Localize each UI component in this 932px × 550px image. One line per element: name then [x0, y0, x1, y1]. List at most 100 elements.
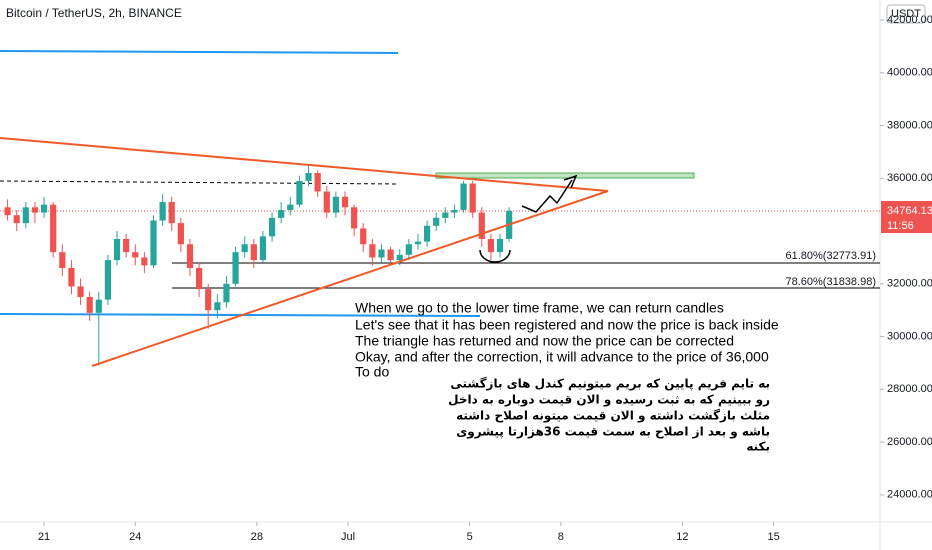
candle-body: [50, 204, 57, 253]
last-price-box: [881, 201, 932, 233]
last-price-label: 34764.13: [887, 205, 932, 217]
candle-body: [423, 225, 431, 242]
candle-body: [323, 191, 330, 213]
candle-body: [305, 173, 312, 181]
x-tick-label: 24: [129, 531, 141, 543]
candle-body: [378, 249, 385, 258]
candle-body: [22, 207, 29, 224]
y-tick-label: 28000.00: [887, 383, 932, 395]
note-line: بکنه: [746, 440, 770, 454]
candle-body: [223, 283, 230, 303]
candle-body: [351, 207, 358, 229]
candle-body: [287, 204, 294, 210]
x-tick-label: 12: [676, 531, 688, 543]
countdown-label: 11:56: [887, 220, 914, 232]
candle-body: [159, 202, 166, 221]
candle-body: [496, 238, 504, 253]
y-tick-label: 32000.00: [887, 278, 932, 290]
trend-line: [91, 190, 609, 367]
currency-label[interactable]: USDT: [891, 8, 921, 20]
currency-button[interactable]: [886, 4, 926, 24]
candle-body: [259, 236, 267, 261]
candle-body: [186, 244, 194, 268]
candle-body: [387, 249, 394, 261]
fib-label: 78.60%(31838.98): [785, 276, 876, 288]
candle-body: [478, 212, 485, 239]
candle-body: [250, 244, 257, 261]
note-line: To do: [355, 364, 389, 380]
candle-body: [278, 209, 285, 218]
note-line: Let's see that it has been registered an…: [355, 317, 779, 333]
candle-body: [177, 223, 184, 245]
candle-body: [68, 267, 75, 287]
x-tick-label: 5: [467, 531, 473, 543]
candle-body: [396, 254, 403, 261]
note-line: Okay, and after the correction, it will …: [355, 349, 769, 365]
candle-body: [205, 289, 212, 311]
candle-body: [414, 241, 422, 245]
candle-body: [4, 207, 11, 216]
candle-body: [442, 212, 449, 218]
candle-body: [214, 302, 221, 311]
note-line: رو ببینیم که به ثبت رسیده و الان قیمت دو…: [448, 393, 770, 408]
y-tick-label: 36000.00: [887, 172, 932, 184]
trend-line: [0, 137, 609, 192]
y-tick-label: 42000.00: [887, 14, 932, 26]
candle-body: [13, 215, 20, 224]
candle-body: [86, 297, 93, 313]
note-line: مثلث بازگشت داشته و الان قیمت میتونه اصل…: [456, 409, 770, 424]
chart-title: Bitcoin / TetherUS, 2h, BINANCE: [6, 6, 182, 20]
y-tick-label: 30000.00: [887, 330, 932, 342]
x-tick-label: 15: [767, 531, 779, 543]
candle-body: [141, 257, 148, 266]
candle-body: [451, 209, 458, 213]
candle-body: [314, 173, 321, 192]
note-line: باشه و بعد از اصلاح به سمت قیمت 36هزارتا…: [456, 425, 770, 440]
candle-body: [232, 252, 239, 284]
candle-body: [487, 238, 495, 253]
fib-label: 61.80%(32773.91): [785, 250, 876, 262]
dashed-line: [0, 180, 399, 185]
candle-body: [469, 183, 476, 213]
x-tick-label: 21: [38, 531, 50, 543]
candle-body: [360, 228, 367, 245]
x-tick-label: Jul: [341, 531, 355, 543]
arrow-head: [563, 174, 578, 189]
note-line: The triangle has returned and now the pr…: [355, 333, 734, 349]
candle-body: [196, 267, 203, 290]
x-tick-label: 8: [558, 531, 564, 543]
candle-body: [241, 244, 248, 253]
candle-body: [113, 238, 121, 261]
candle-body: [104, 260, 112, 300]
target-zone: [435, 172, 695, 179]
projection-path: [521, 179, 573, 213]
note-line: When we go to the lower time frame, we c…: [355, 300, 724, 316]
horizontal-line: [0, 50, 399, 54]
y-tick-label: 38000.00: [887, 119, 932, 131]
candle-body: [132, 252, 139, 258]
y-tick-label: 24000.00: [887, 489, 932, 501]
y-tick-label: 40000.00: [887, 67, 932, 79]
candle-body: [405, 244, 412, 255]
candle-body: [40, 204, 48, 213]
candle-body: [59, 252, 66, 268]
candle-body: [433, 217, 440, 226]
candle-body: [460, 183, 467, 210]
y-tick-label: 26000.00: [887, 436, 932, 448]
candle-body: [77, 286, 84, 298]
candle-body: [341, 196, 349, 208]
x-tick-label: 28: [251, 531, 263, 543]
highlight-arc: [479, 249, 511, 263]
note-fa: به تایم فریم پایین که بریم میتونیم کندل …: [448, 377, 770, 454]
candle-body: [31, 207, 39, 213]
note-en: When we go to the lower time frame, we c…: [355, 300, 779, 380]
candle-body: [150, 220, 157, 266]
candle-body: [369, 244, 376, 258]
candle-body: [268, 217, 276, 237]
note-line: به تایم فریم پایین که بریم میتونیم کندل …: [450, 377, 770, 392]
candle-body: [168, 202, 175, 224]
candle-body: [123, 238, 130, 253]
candle-body: [332, 196, 339, 213]
